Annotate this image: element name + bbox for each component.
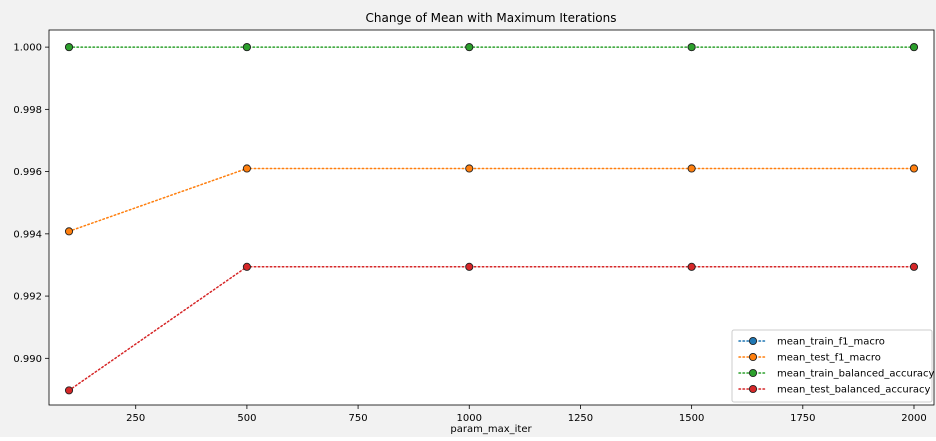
x-tick-label: 1750: [790, 413, 815, 424]
y-tick-label: 0.990: [13, 354, 42, 365]
data-point: [687, 43, 696, 52]
data-point: [909, 262, 919, 271]
legend-marker: [748, 384, 758, 394]
y-tick-label: 0.996: [13, 167, 42, 178]
y-tick-label: 0.998: [13, 105, 42, 116]
legend-marker: [748, 352, 758, 362]
legend-entry: mean_train_balanced_accuracy: [738, 368, 935, 380]
legend-box: [731, 329, 933, 403]
series-mean_test_f1_macro: [64, 164, 919, 236]
legend-label: mean_train_balanced_accuracy: [777, 369, 935, 380]
x-axis-title: param_max_iter: [450, 424, 532, 435]
x-tick-label: 2000: [901, 413, 926, 424]
legend-entry: mean_test_balanced_accuracy: [738, 384, 930, 396]
legend-entry: mean_train_f1_macro: [738, 336, 885, 348]
series-mean_train_balanced_accuracy: [64, 43, 919, 52]
legend: mean_train_f1_macro mean_test_f1_macromea…: [731, 329, 935, 403]
y-tick-label: 0.994: [13, 229, 42, 240]
legend-label: mean_test_f1_macro: [777, 353, 881, 364]
data-point: [465, 164, 474, 173]
data-point: [909, 164, 919, 173]
data-point: [242, 43, 251, 52]
legend-label: mean_test_balanced_accuracy: [777, 385, 930, 396]
data-point: [465, 262, 474, 271]
data-point: [687, 164, 696, 173]
y-tick-label: 0.992: [13, 292, 42, 303]
x-axis: 250 500 750 1000 1250 1500 1750 2000: [126, 405, 927, 424]
data-point: [465, 43, 474, 52]
x-tick-label: 500: [237, 413, 256, 424]
x-tick-label: 1500: [679, 413, 704, 424]
data-point: [64, 43, 74, 52]
data-point: [64, 386, 74, 395]
data-point: [64, 227, 74, 236]
legend-entry: mean_test_f1_macro: [738, 352, 881, 364]
y-tick-label: 1.000: [13, 43, 42, 54]
legend-marker: [748, 368, 758, 378]
legend-label: mean_train_f1_macro: [777, 337, 885, 348]
series-layer: [64, 43, 919, 395]
legend-marker: [748, 336, 758, 346]
x-tick-label: 750: [349, 413, 368, 424]
series-line: [68, 266, 915, 392]
x-tick-label: 1000: [457, 413, 482, 424]
x-tick-label: 1250: [568, 413, 593, 424]
chart-title: Change of Mean with Maximum Iterations: [365, 11, 616, 25]
data-point: [242, 262, 251, 271]
x-tick-label: 250: [126, 413, 145, 424]
data-point: [242, 164, 251, 173]
data-point: [687, 262, 696, 271]
data-point: [909, 43, 919, 52]
series-line: [68, 167, 915, 233]
y-axis: 0.990 0.992 0.994 0.996 0.998 1.000: [13, 43, 49, 365]
series-mean_test_balanced_accuracy: [64, 262, 919, 395]
